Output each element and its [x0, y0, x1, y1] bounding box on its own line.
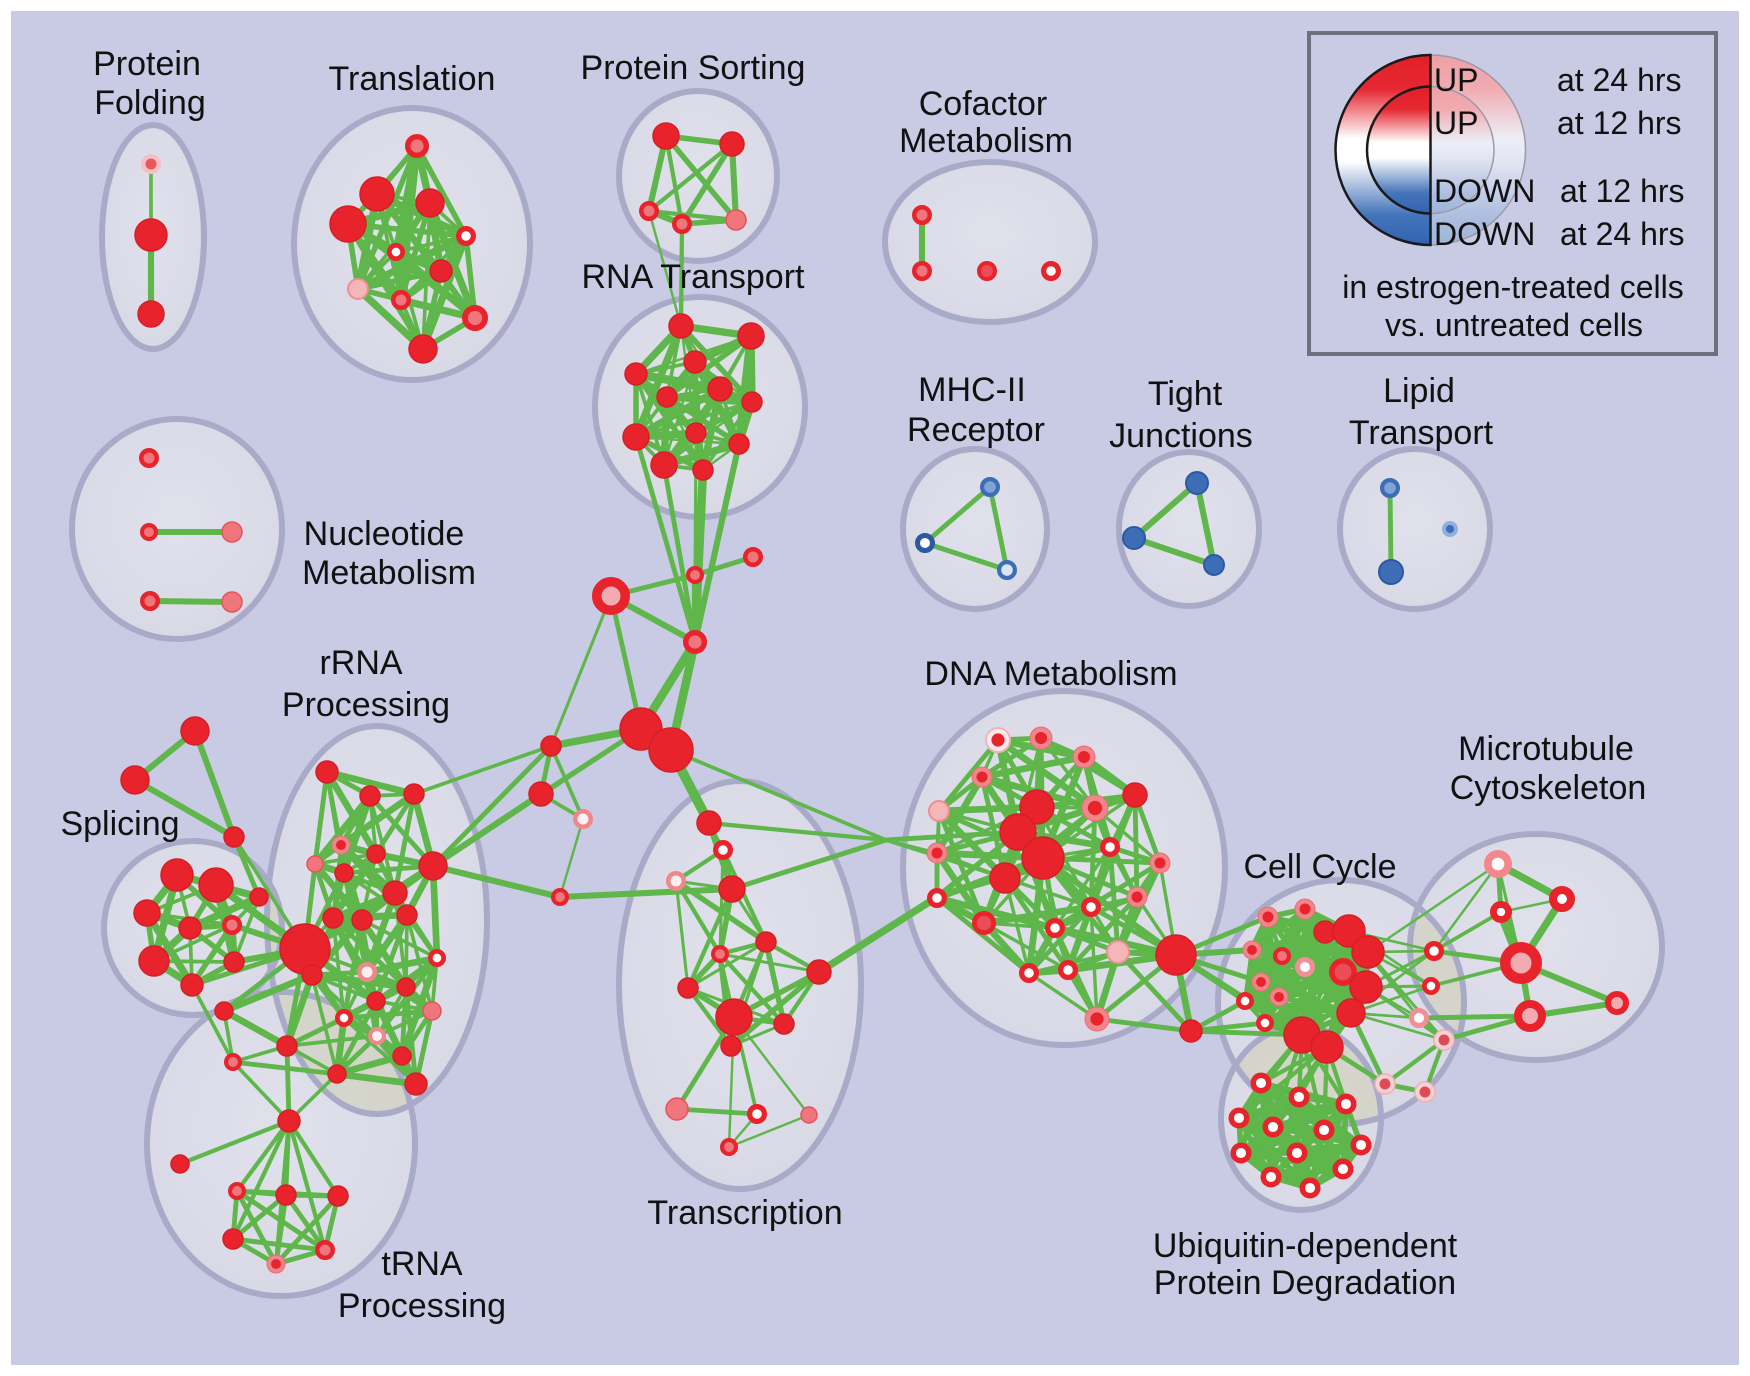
svg-text:Cell Cycle: Cell Cycle: [1243, 848, 1396, 886]
svg-text:at 12 hrs: at 12 hrs: [1557, 105, 1682, 141]
svg-text:Tight: Tight: [1148, 375, 1223, 413]
svg-text:MHC-II: MHC-II: [918, 371, 1026, 409]
svg-text:Protein Degradation: Protein Degradation: [1154, 1264, 1456, 1302]
svg-text:rRNA: rRNA: [319, 644, 402, 682]
svg-text:UP: UP: [1434, 105, 1478, 141]
svg-text:Junctions: Junctions: [1109, 417, 1253, 455]
svg-text:tRNA: tRNA: [381, 1245, 463, 1283]
svg-text:vs. untreated cells: vs. untreated cells: [1385, 307, 1643, 343]
svg-text:Transcription: Transcription: [647, 1194, 842, 1232]
svg-text:Metabolism: Metabolism: [899, 122, 1073, 160]
svg-text:Protein: Protein: [93, 45, 201, 83]
svg-text:RNA Transport: RNA Transport: [582, 258, 806, 296]
svg-text:DOWN: DOWN: [1434, 173, 1535, 209]
svg-text:at 12 hrs: at 12 hrs: [1560, 173, 1685, 209]
svg-text:Lipid: Lipid: [1383, 372, 1455, 410]
svg-text:DOWN: DOWN: [1434, 216, 1535, 252]
svg-text:Transport: Transport: [1349, 414, 1494, 452]
svg-text:Nucleotide: Nucleotide: [304, 515, 465, 553]
svg-text:Cofactor: Cofactor: [919, 85, 1048, 123]
svg-text:Splicing: Splicing: [60, 805, 179, 843]
svg-text:Folding: Folding: [94, 84, 206, 122]
svg-text:Protein Sorting: Protein Sorting: [581, 49, 806, 87]
svg-text:Ubiquitin-dependent: Ubiquitin-dependent: [1153, 1227, 1458, 1265]
svg-text:at 24 hrs: at 24 hrs: [1560, 216, 1685, 252]
svg-text:Processing: Processing: [338, 1287, 506, 1325]
svg-text:UP: UP: [1434, 62, 1478, 98]
svg-text:Translation: Translation: [329, 60, 496, 98]
svg-text:Cytoskeleton: Cytoskeleton: [1450, 769, 1647, 807]
svg-text:Receptor: Receptor: [907, 411, 1045, 449]
svg-text:Metabolism: Metabolism: [302, 554, 476, 592]
svg-text:DNA Metabolism: DNA Metabolism: [924, 655, 1177, 693]
svg-text:in estrogen-treated cells: in estrogen-treated cells: [1342, 269, 1684, 305]
svg-text:Processing: Processing: [282, 686, 450, 724]
svg-text:at 24 hrs: at 24 hrs: [1557, 62, 1682, 98]
svg-text:Microtubule: Microtubule: [1458, 730, 1634, 768]
